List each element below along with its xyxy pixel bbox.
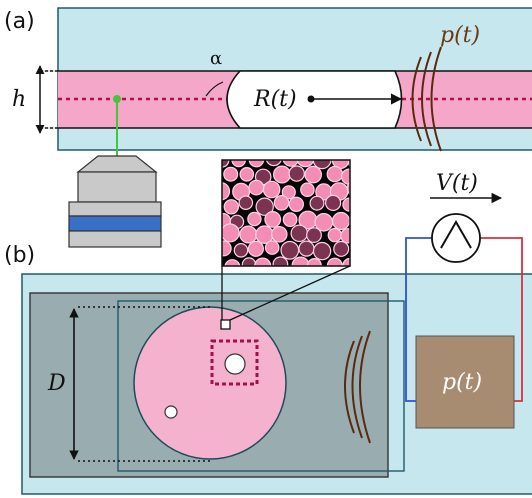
foam-cell bbox=[333, 213, 350, 230]
pressure-label-b: p(t) bbox=[442, 370, 482, 395]
foam-cell bbox=[263, 181, 279, 197]
foam-cell bbox=[328, 229, 341, 242]
foam-cell bbox=[283, 213, 297, 227]
foam-cell bbox=[240, 226, 257, 243]
foam-cell bbox=[341, 229, 355, 243]
foam-cell bbox=[240, 168, 253, 181]
camera-sensor bbox=[69, 202, 161, 247]
foam-cell bbox=[301, 183, 314, 196]
foam-cell bbox=[221, 224, 239, 242]
foam-cell bbox=[274, 166, 291, 183]
foam-cell bbox=[274, 196, 288, 210]
diameter-label: D bbox=[47, 371, 66, 396]
foam-cell bbox=[272, 227, 287, 242]
foam-cell bbox=[248, 241, 263, 256]
foam-cell bbox=[273, 257, 288, 272]
foam-micrograph bbox=[212, 149, 376, 291]
foam-cell bbox=[216, 241, 231, 256]
foam-cell bbox=[212, 183, 229, 200]
probe-square bbox=[221, 320, 230, 329]
foam-cell bbox=[326, 195, 341, 210]
foam-cell bbox=[299, 241, 314, 256]
foam-cell bbox=[360, 258, 376, 274]
foam-cell bbox=[297, 149, 315, 167]
foam-cell bbox=[265, 212, 281, 228]
foam-cell bbox=[289, 166, 304, 181]
foam-cell bbox=[349, 155, 364, 170]
foam-cell bbox=[350, 214, 366, 230]
foam-cell bbox=[310, 196, 324, 210]
focus-spot bbox=[113, 95, 121, 103]
foam-cell bbox=[359, 199, 374, 214]
foam-cell bbox=[307, 228, 322, 243]
foam-cell bbox=[249, 180, 264, 195]
bubble-small bbox=[165, 406, 177, 418]
bubble-large bbox=[225, 354, 245, 374]
foam-cell bbox=[248, 212, 261, 225]
foam-cell bbox=[266, 241, 279, 254]
panel-a-label: (a) bbox=[4, 9, 35, 34]
radius-label: R(t) bbox=[253, 87, 297, 112]
foam-cell bbox=[352, 243, 366, 257]
foam-cell bbox=[234, 244, 247, 257]
panel-b-label: (b) bbox=[4, 243, 35, 268]
foam-cell bbox=[334, 242, 349, 257]
objective-lens bbox=[78, 156, 156, 202]
foam-cell bbox=[291, 225, 307, 241]
foam-cell bbox=[283, 150, 299, 166]
foam-cell bbox=[281, 242, 299, 260]
foam-cell bbox=[266, 150, 281, 165]
foam-cell bbox=[357, 165, 374, 182]
liquid-disk bbox=[134, 307, 286, 459]
foam-cell bbox=[224, 200, 238, 214]
foam-cell bbox=[305, 166, 321, 182]
foam-cell bbox=[314, 243, 331, 260]
foam-cell bbox=[327, 167, 342, 182]
foam-cell bbox=[342, 169, 357, 184]
thickness-label: h bbox=[12, 87, 26, 112]
foam-cell bbox=[224, 167, 238, 181]
foam-cell bbox=[239, 196, 252, 209]
foam-cell bbox=[358, 229, 374, 245]
voltage-label: V(t) bbox=[436, 171, 478, 196]
alpha-label: α bbox=[210, 48, 222, 69]
foam-cell bbox=[225, 260, 240, 275]
pressure-label-a: p(t) bbox=[440, 23, 480, 48]
foam-cell bbox=[242, 258, 255, 271]
foam-cell bbox=[289, 197, 303, 211]
